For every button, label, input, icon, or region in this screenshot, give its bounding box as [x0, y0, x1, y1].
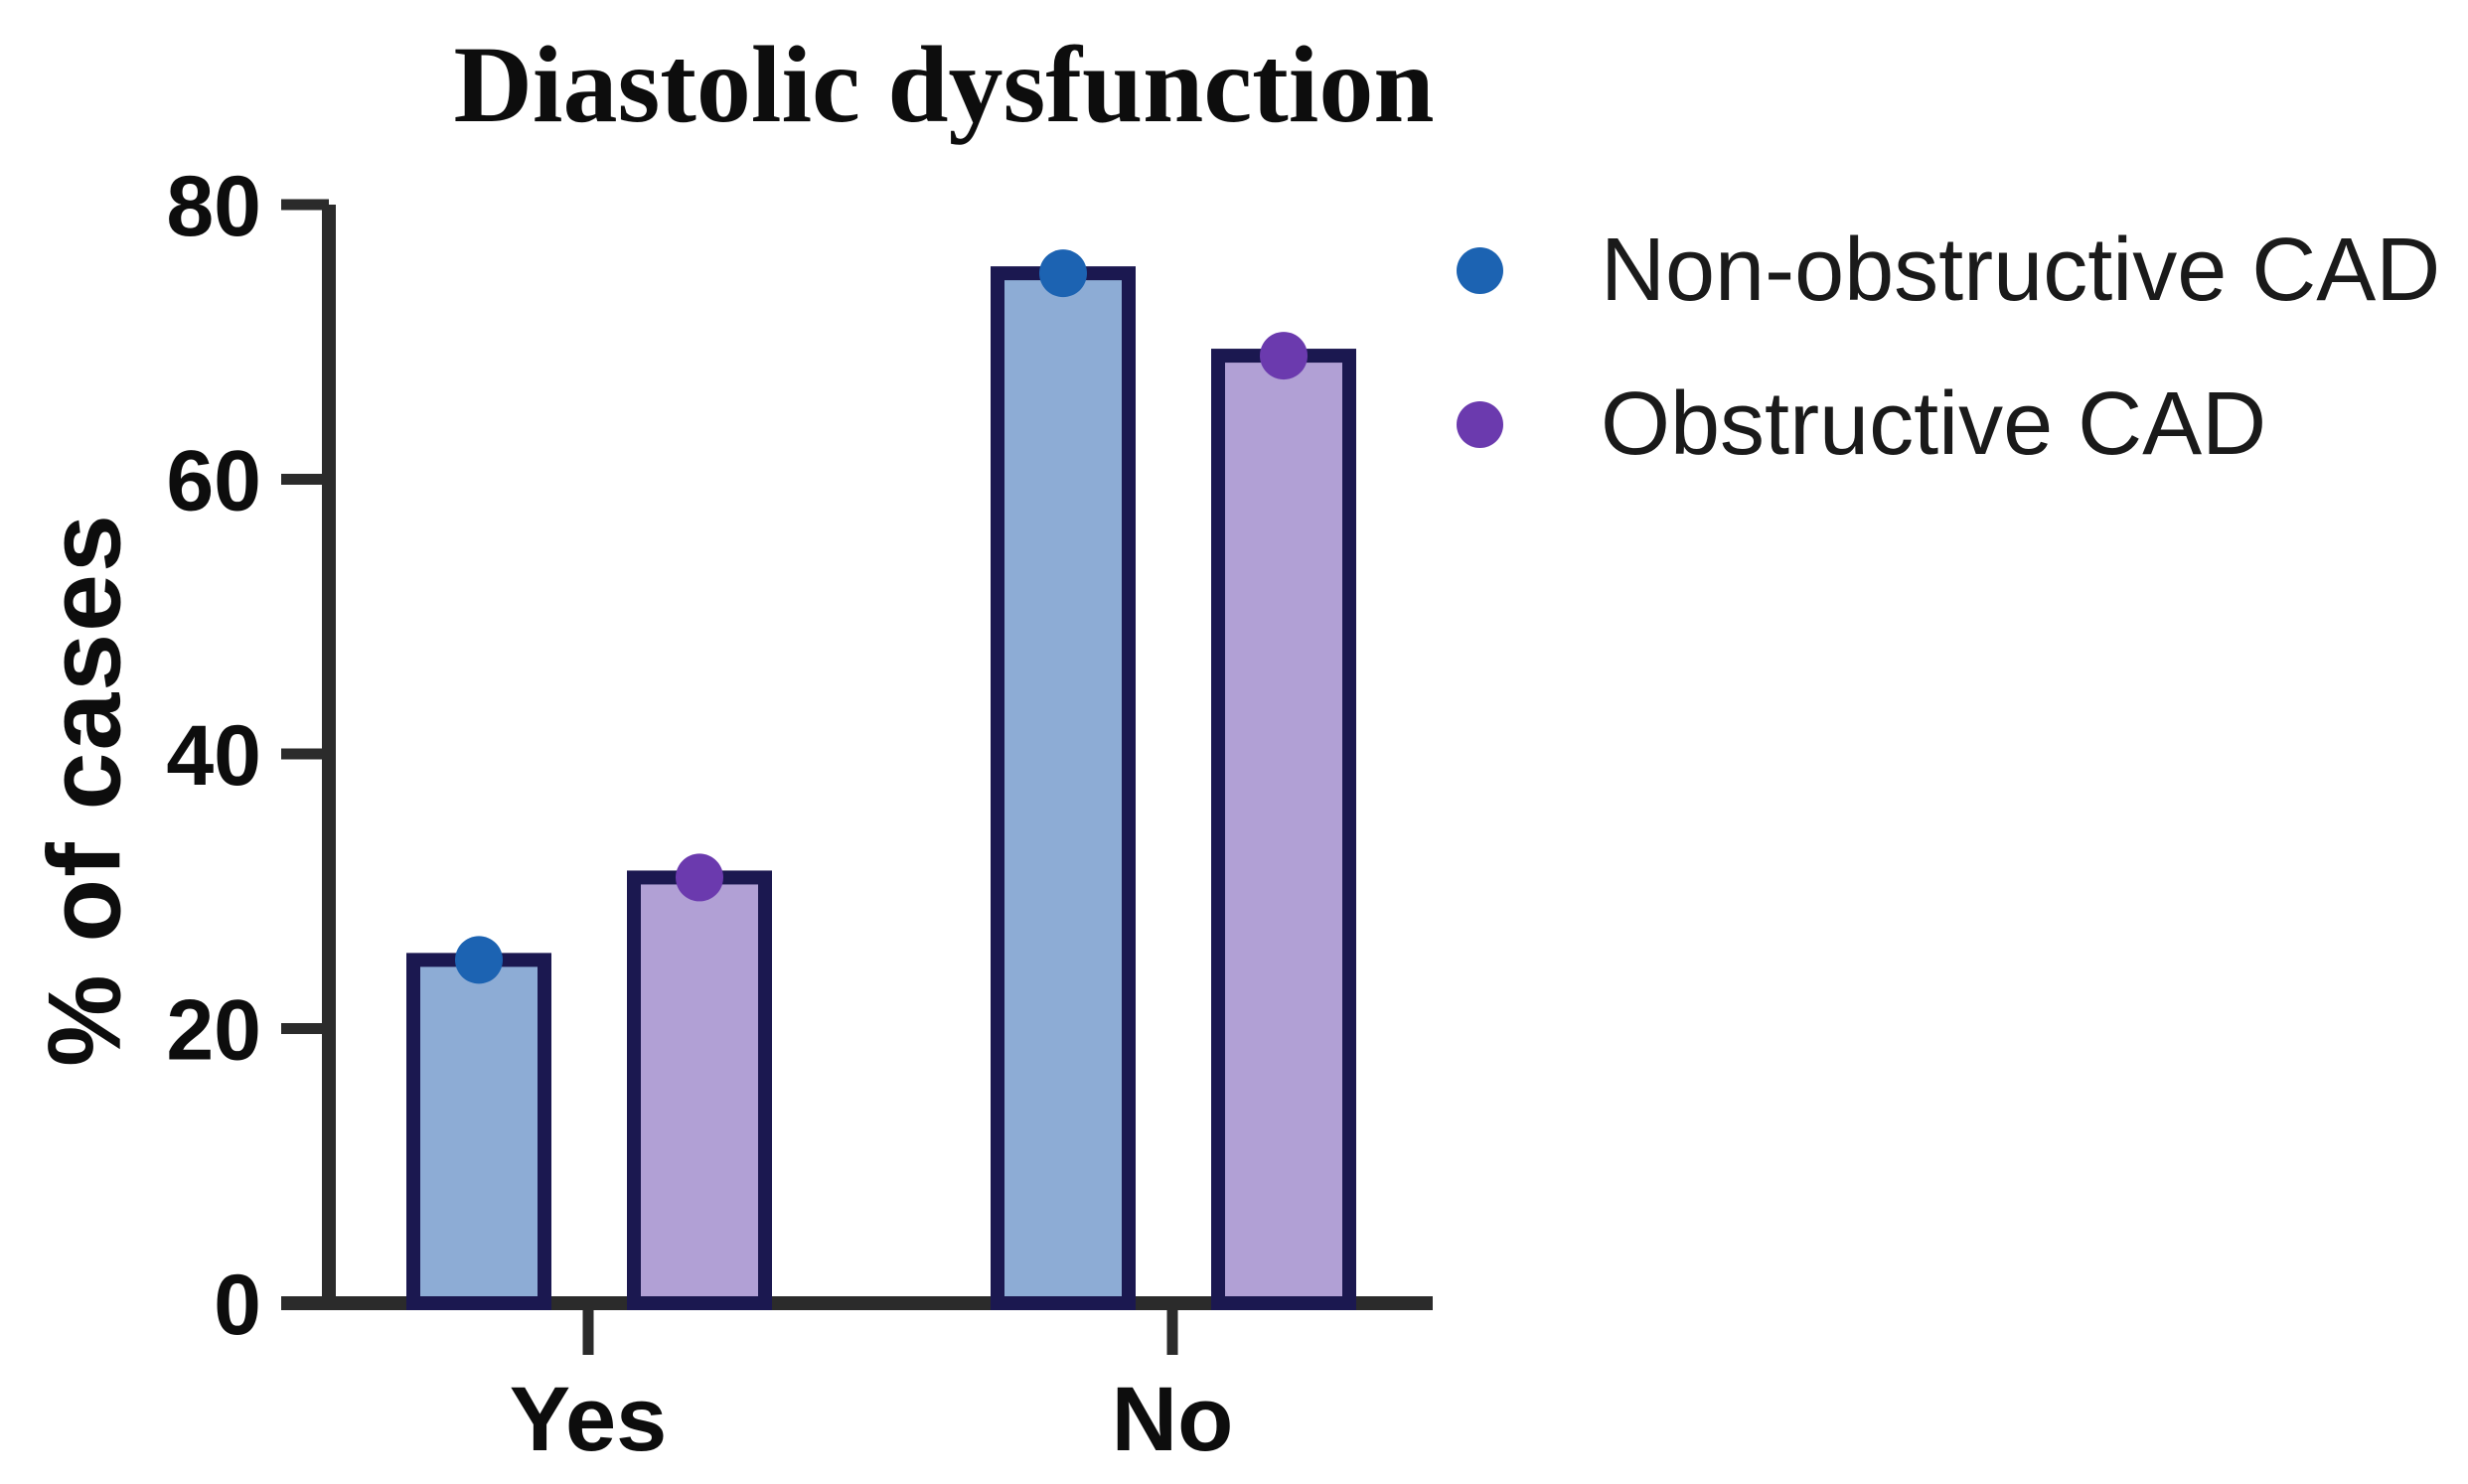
data-point-dot: [1260, 332, 1308, 380]
x-category-label: No: [1112, 1369, 1234, 1470]
legend-item-non-obstructive-cad: Non-obstructive CAD: [1457, 221, 2440, 320]
data-point-dot: [676, 853, 723, 902]
y-tick-label: 40: [166, 708, 261, 804]
y-tick-label: 60: [166, 434, 261, 529]
y-tick-label: 80: [166, 159, 261, 254]
legend-label-obstructive-cad: Obstructive CAD: [1601, 373, 2267, 474]
legend-dot-obstructive-icon: [1457, 400, 1503, 448]
bar-no-non-obstructive: [991, 266, 1136, 1310]
bar-yes-obstructive: [627, 870, 772, 1310]
chart-title: Diastolic dysfunction: [453, 24, 1435, 145]
bar-yes-non-obstructive: [406, 953, 551, 1310]
legend-item-obstructive-cad: Obstructive CAD: [1457, 374, 2266, 474]
y-tick-label: 20: [166, 983, 261, 1079]
data-point-dot: [1039, 249, 1087, 298]
legend-label-non-obstructive-cad: Non-obstructive CAD: [1601, 220, 2441, 320]
legend-dot-non-obstructive-icon: [1457, 246, 1503, 294]
x-category-label: Yes: [510, 1369, 668, 1470]
data-point-dot: [455, 936, 503, 984]
y-tick-label: 0: [214, 1258, 261, 1353]
bar-no-obstructive: [1211, 349, 1356, 1310]
